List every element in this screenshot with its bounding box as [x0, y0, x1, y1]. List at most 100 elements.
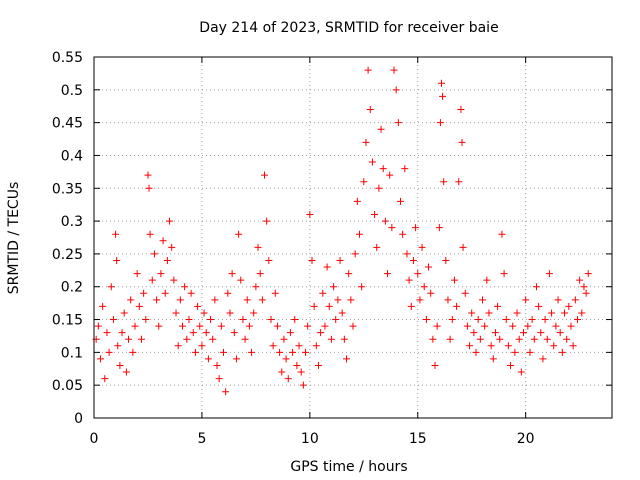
- data-point: [427, 289, 435, 297]
- x-tick-label: 10: [301, 431, 319, 447]
- y-tick-label: 0.4: [61, 148, 83, 164]
- data-point: [230, 329, 238, 337]
- data-point: [381, 217, 389, 225]
- data-point: [444, 296, 452, 304]
- data-point: [217, 322, 225, 330]
- data-point: [524, 322, 532, 330]
- data-point: [157, 270, 165, 278]
- grid-layer: [94, 57, 612, 418]
- data-point: [479, 296, 486, 304]
- data-point: [252, 283, 260, 291]
- data-point: [248, 348, 256, 356]
- data-point: [269, 342, 277, 350]
- data-point: [261, 171, 269, 179]
- data-point: [144, 171, 152, 179]
- data-point: [202, 329, 210, 337]
- data-point: [312, 342, 320, 350]
- data-point: [213, 361, 221, 369]
- data-point: [304, 322, 312, 330]
- y-tick-label: 0.1: [61, 345, 83, 361]
- data-point: [470, 329, 478, 337]
- data-point: [489, 355, 497, 363]
- data-point: [235, 230, 243, 238]
- data-point: [458, 138, 466, 146]
- data-point: [353, 197, 361, 205]
- y-tick-label: 0.15: [52, 313, 83, 329]
- data-point: [556, 329, 564, 337]
- data-point: [142, 316, 150, 324]
- data-point: [550, 342, 558, 350]
- data-point: [127, 296, 135, 304]
- data-point: [338, 309, 346, 317]
- y-tick-label: 0.45: [52, 116, 83, 132]
- data-point: [481, 322, 489, 330]
- data-point: [282, 355, 290, 363]
- data-point: [250, 309, 258, 317]
- data-point: [485, 309, 493, 317]
- data-point: [334, 296, 342, 304]
- data-point: [323, 263, 331, 271]
- x-axis-label: GPS time / hours: [290, 459, 407, 475]
- data-point: [327, 335, 335, 343]
- data-point: [120, 309, 128, 317]
- data-point: [543, 335, 551, 343]
- data-point: [401, 165, 409, 173]
- data-point: [135, 302, 143, 310]
- data-point: [407, 302, 415, 310]
- data-point: [170, 276, 178, 284]
- data-point: [113, 256, 121, 264]
- data-point: [548, 309, 556, 317]
- data-point: [109, 316, 117, 324]
- data-point: [379, 165, 387, 173]
- data-point: [366, 106, 374, 114]
- data-point: [185, 316, 193, 324]
- data-point: [183, 335, 191, 343]
- data-point: [355, 230, 363, 238]
- x-tick-label: 5: [197, 431, 206, 447]
- data-point: [306, 211, 314, 219]
- data-point: [539, 355, 547, 363]
- data-point: [286, 329, 294, 337]
- data-point: [189, 329, 197, 337]
- data-point: [403, 250, 411, 258]
- data-point: [317, 329, 325, 337]
- data-point: [101, 375, 109, 383]
- data-point: [209, 335, 217, 343]
- data-point: [528, 316, 536, 324]
- data-point: [343, 355, 351, 363]
- data-point: [390, 66, 398, 74]
- data-point: [558, 348, 566, 356]
- data-point: [576, 276, 584, 284]
- data-point: [405, 276, 413, 284]
- data-point: [228, 270, 236, 278]
- data-point: [172, 309, 180, 317]
- data-point: [347, 296, 355, 304]
- data-point: [513, 309, 521, 317]
- data-point: [450, 276, 458, 284]
- x-axis-tick-labels: 0 5 10 15 20: [90, 431, 535, 447]
- data-point: [425, 263, 433, 271]
- data-point: [362, 138, 370, 146]
- x-tick-label: 20: [517, 431, 535, 447]
- data-point: [174, 342, 182, 350]
- data-point: [569, 342, 577, 350]
- data-point: [545, 270, 553, 278]
- data-point: [265, 256, 273, 264]
- data-point: [459, 243, 467, 251]
- data-point: [140, 289, 148, 297]
- data-point: [520, 329, 528, 337]
- data-point: [386, 171, 394, 179]
- data-point: [168, 243, 176, 251]
- data-point: [273, 322, 281, 330]
- data-point: [194, 302, 202, 310]
- data-point: [351, 250, 359, 258]
- data-point: [455, 178, 463, 186]
- data-point: [373, 243, 381, 251]
- data-point: [578, 309, 586, 317]
- data-point: [163, 256, 171, 264]
- data-point: [457, 106, 465, 114]
- plot-frame: [93, 56, 613, 419]
- data-point: [466, 342, 474, 350]
- data-point: [429, 335, 437, 343]
- data-point: [552, 322, 560, 330]
